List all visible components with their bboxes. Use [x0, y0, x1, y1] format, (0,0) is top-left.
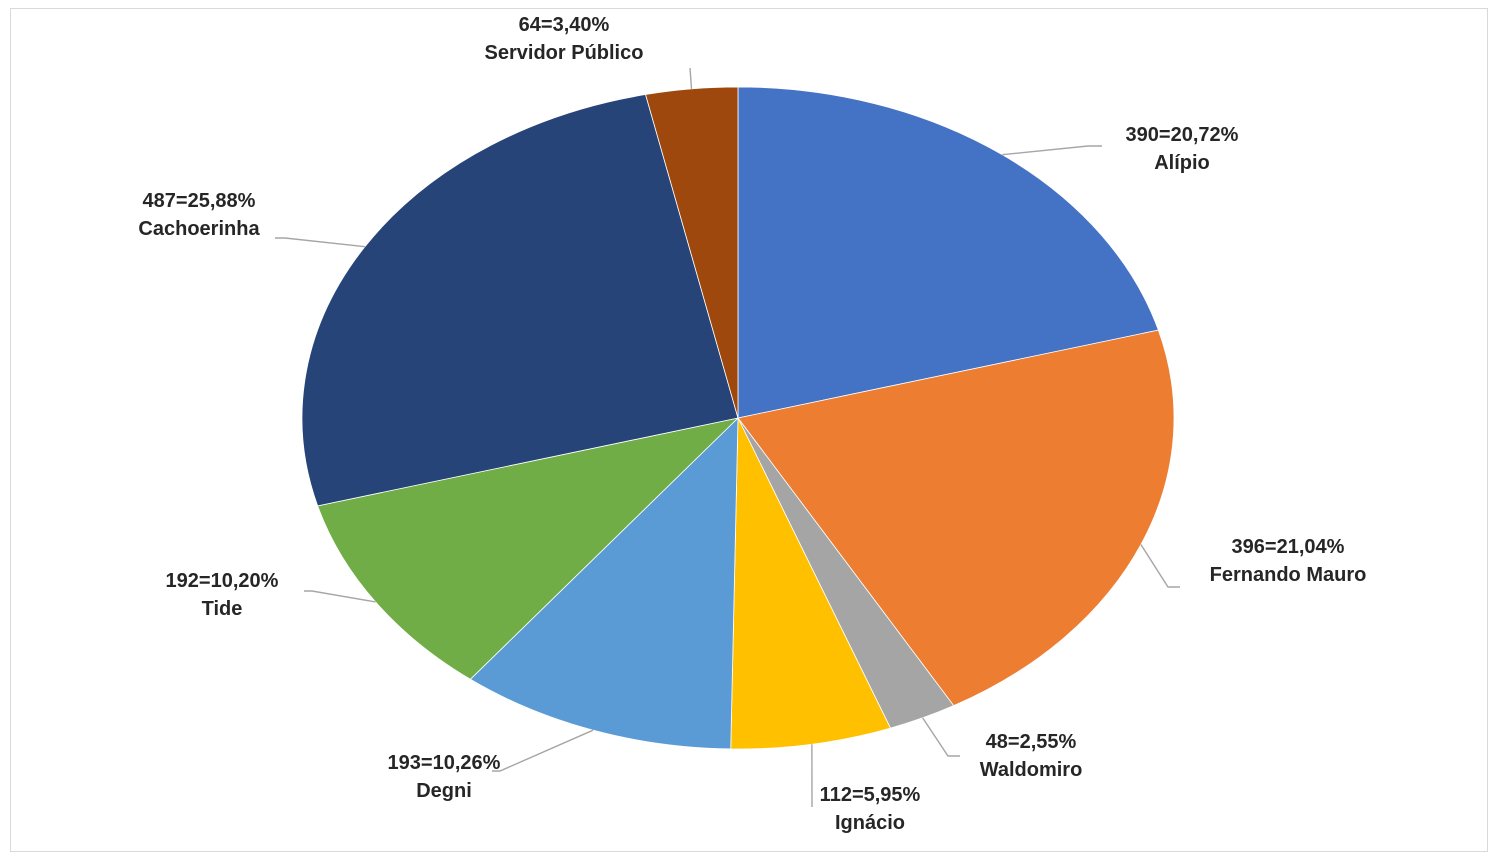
data-labels: 390=20,72% Alípio 396=21,04% Fernando Mauro…	[138, 14, 1366, 834]
pie-slice-cachoerinha	[301, 94, 739, 507]
data-label-category: Cachoerinha	[138, 218, 260, 240]
data-label-category: Degni	[416, 780, 472, 802]
pie-slice-tide	[317, 417, 740, 680]
data-label-value: 390=20,72%	[1126, 124, 1239, 146]
pie-slice-al-pio	[737, 86, 1159, 419]
data-label-value: 487=25,88%	[143, 190, 256, 212]
data-label-category: Ignácio	[835, 812, 905, 834]
pie-slice-servidor-p-blico	[645, 86, 739, 419]
leader-line	[304, 590, 376, 603]
data-label-value: 112=5,95%	[820, 784, 921, 806]
data-label-value: 192=10,20%	[166, 570, 279, 592]
leader-line	[1140, 544, 1180, 588]
data-label-category: Tide	[202, 598, 243, 620]
data-label-category: Servidor Público	[485, 42, 644, 64]
data-label-value: 193=10,26%	[388, 752, 501, 774]
leader-line	[689, 67, 693, 89]
pie-slices	[301, 86, 1175, 750]
leader-line	[922, 717, 960, 757]
data-label-category: Alípio	[1154, 152, 1210, 174]
pie-slice-ign-cio	[730, 417, 892, 750]
data-label-category: Waldomiro	[980, 759, 1083, 781]
data-label-value: 396=21,04%	[1232, 536, 1345, 558]
leader-lines	[275, 67, 1180, 808]
pie-slice-degni	[469, 417, 739, 750]
data-label-value: 48=2,55%	[986, 731, 1077, 753]
leader-line	[492, 729, 594, 772]
data-label-category: Fernando Mauro	[1210, 564, 1367, 586]
data-label-value: 64=3,40%	[519, 14, 610, 36]
leader-line	[275, 237, 366, 248]
leader-line	[1002, 145, 1102, 156]
